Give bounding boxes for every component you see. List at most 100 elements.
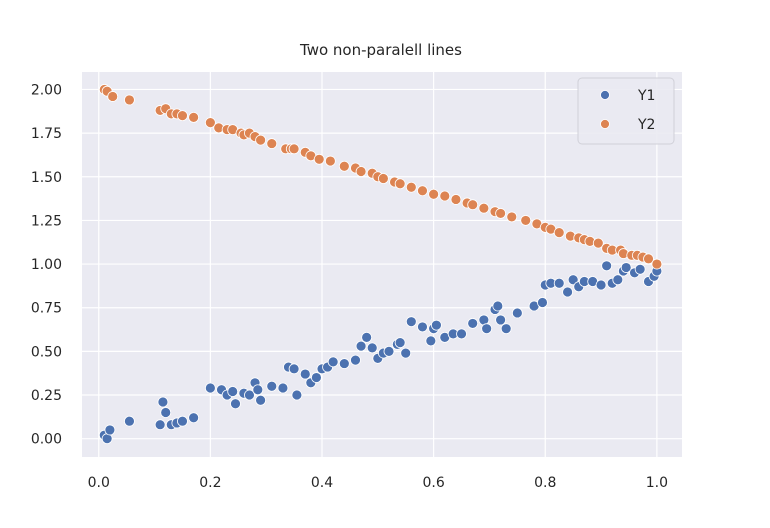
data-point-y2 [417, 185, 428, 197]
data-point-y1 [327, 356, 339, 368]
data-point-y2 [377, 173, 389, 184]
data-point-y2 [405, 181, 417, 193]
x-tick-label: 0.0 [88, 475, 110, 491]
data-point-y1 [495, 314, 507, 326]
data-point-y2 [124, 94, 135, 106]
x-tick-label: 0.2 [199, 475, 221, 491]
y-tick-label: 1.00 [31, 257, 62, 273]
data-point-y1 [291, 389, 303, 401]
data-point-y1 [255, 394, 267, 406]
data-point-y1 [350, 354, 361, 366]
data-point-y1 [394, 337, 406, 349]
x-tick-label: 0.6 [422, 475, 444, 491]
data-point-y1 [425, 335, 437, 347]
data-point-y2 [592, 237, 604, 249]
data-point-y1 [612, 274, 624, 286]
data-point-y2 [394, 178, 406, 190]
data-point-y1 [400, 347, 412, 359]
data-point-y2 [643, 253, 654, 265]
data-point-y1 [355, 340, 367, 352]
data-point-y1 [492, 300, 504, 312]
data-point-y1 [553, 277, 565, 289]
y-tick-label: 0.50 [31, 344, 62, 360]
data-point-y1 [177, 415, 188, 427]
data-point-y2 [188, 111, 200, 123]
y-axis-ticks: 0.00 0.25 0.50 0.75 1.00 1.25 1.50 1.75 2.00 [31, 82, 62, 447]
data-point-y1 [366, 342, 378, 354]
data-point-y1 [562, 286, 573, 298]
data-point-y1 [500, 323, 512, 335]
data-point-y1 [288, 363, 300, 375]
legend-label-y2: Y2 [637, 117, 655, 133]
data-point-y1 [634, 263, 646, 275]
legend-box [577, 77, 675, 145]
data-point-y2 [255, 134, 267, 146]
data-point-y1 [277, 382, 289, 394]
data-point-y1 [124, 415, 135, 427]
data-point-y1 [481, 323, 493, 335]
data-point-y2 [450, 194, 462, 205]
data-point-y2 [107, 91, 119, 102]
data-point-y2 [428, 188, 440, 200]
legend-marker-y2 [600, 119, 610, 129]
data-points [98, 84, 663, 445]
data-point-y2 [338, 160, 350, 172]
data-point-y1 [299, 368, 311, 380]
data-point-y1 [204, 382, 216, 394]
data-point-y1 [266, 380, 278, 392]
data-point-y1 [104, 424, 116, 436]
grid-lines [82, 72, 682, 457]
y-tick-label: 0.75 [31, 301, 62, 317]
data-point-y2 [478, 202, 490, 214]
data-point-y1 [456, 328, 467, 340]
data-point-y1 [227, 386, 239, 397]
legend-marker-y1 [600, 90, 610, 100]
y-tick-label: 0.25 [31, 388, 62, 404]
x-tick-label: 1.0 [646, 475, 668, 491]
data-point-y2 [313, 153, 325, 165]
data-point-y1 [230, 398, 241, 410]
data-point-y2 [553, 227, 565, 239]
data-point-y2 [495, 208, 507, 219]
data-point-y2 [355, 166, 367, 177]
data-point-y2 [651, 258, 663, 270]
data-point-y2 [520, 215, 532, 226]
data-point-y1 [338, 358, 350, 369]
x-axis-ticks: 0.0 0.2 0.4 0.6 0.8 1.0 [88, 475, 668, 491]
data-point-y1 [188, 412, 200, 424]
data-point-y2 [439, 190, 451, 202]
legend: Y1 Y2 [577, 77, 675, 145]
data-point-y2 [266, 138, 278, 149]
data-point-y1 [620, 262, 632, 273]
y-tick-label: 2.00 [31, 82, 62, 98]
data-point-y1 [431, 319, 442, 331]
data-point-y1 [405, 316, 417, 328]
y-tick-label: 1.25 [31, 213, 62, 229]
data-point-y1 [244, 389, 255, 401]
series-y1 [98, 260, 663, 445]
data-point-y1 [160, 407, 172, 418]
data-point-y1 [537, 297, 548, 308]
data-point-y1 [567, 274, 579, 286]
chart-title: Two non-paralell lines [299, 41, 462, 59]
legend-label-y1: Y1 [637, 88, 655, 104]
data-point-y1 [311, 372, 322, 383]
data-point-y1 [383, 345, 395, 357]
data-point-y1 [417, 321, 428, 333]
data-point-y2 [467, 199, 479, 211]
data-point-y2 [506, 211, 518, 223]
x-tick-label: 0.4 [311, 475, 333, 491]
data-point-y2 [288, 143, 300, 155]
series-y2 [98, 84, 663, 270]
data-point-y1 [467, 318, 479, 329]
data-point-y1 [154, 419, 166, 431]
data-point-y1 [601, 260, 613, 272]
data-point-y2 [204, 117, 216, 129]
x-tick-label: 0.8 [534, 475, 556, 491]
y-tick-label: 0.00 [31, 432, 62, 448]
data-point-y2 [177, 110, 188, 122]
data-point-y1 [511, 307, 523, 319]
data-point-y2 [324, 155, 336, 167]
data-point-y1 [252, 384, 264, 396]
